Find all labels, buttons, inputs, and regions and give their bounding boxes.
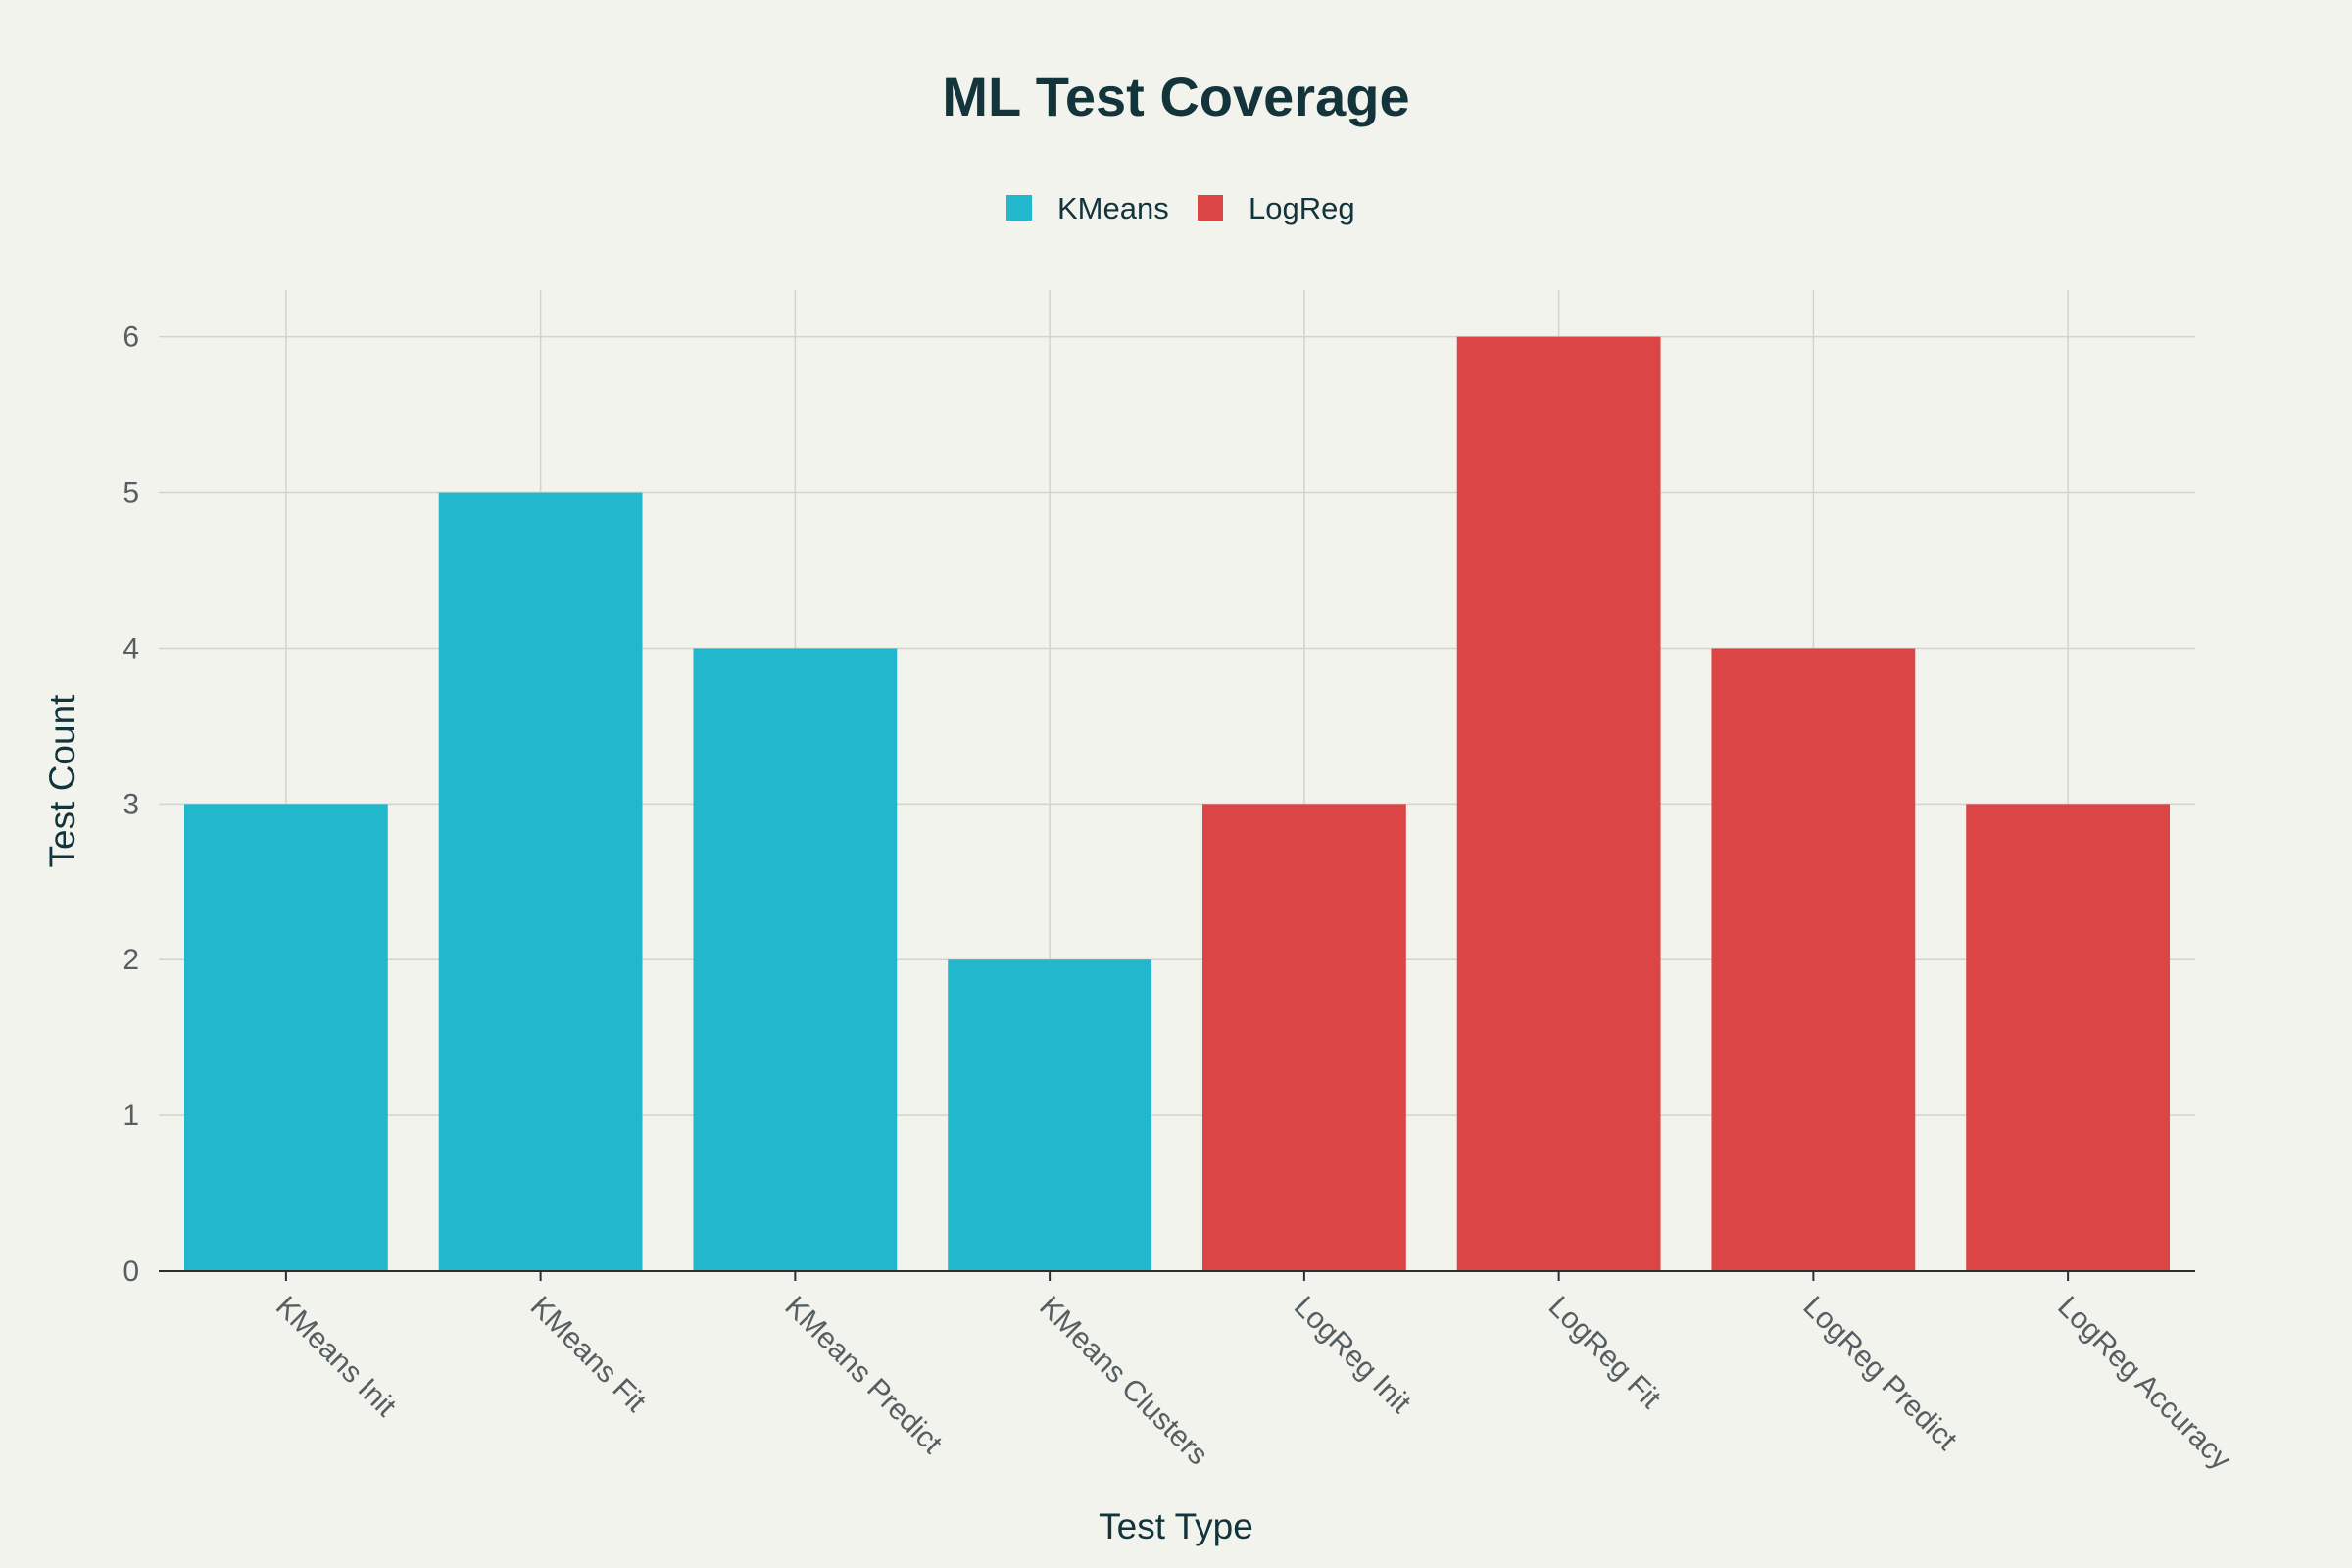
x-tick-label: LogReg Predict — [1796, 1291, 1963, 1457]
legend-swatch — [1198, 195, 1223, 220]
legend-item-logreg[interactable]: LogReg — [1198, 191, 1355, 225]
y-tick-label: 6 — [122, 321, 139, 354]
bars-layer — [183, 336, 2171, 1272]
bar-kmeans[interactable] — [948, 959, 1152, 1271]
bar-kmeans[interactable] — [693, 648, 898, 1271]
x-tick-label: LogReg Accuracy — [2051, 1291, 2237, 1477]
bar-kmeans[interactable] — [438, 492, 643, 1271]
legend-label: KMeans — [1057, 191, 1169, 225]
y-tick-label: 3 — [122, 788, 139, 820]
x-tick-label: KMeans Predict — [778, 1291, 949, 1461]
y-tick-label: 0 — [122, 1255, 139, 1288]
y-tick-label: 5 — [122, 477, 139, 510]
bar-logreg[interactable] — [1966, 804, 2171, 1271]
x-tick-label: KMeans Clusters — [1033, 1291, 1214, 1472]
legend-swatch — [1006, 195, 1032, 220]
x-tick-label: LogReg Init — [1288, 1291, 1417, 1420]
legend-label: LogReg — [1249, 191, 1355, 225]
x-axis-title: Test Type — [1099, 1506, 1253, 1546]
legend-item-kmeans[interactable]: KMeans — [1006, 191, 1169, 225]
bar-logreg[interactable] — [1456, 336, 1661, 1272]
bar-kmeans[interactable] — [183, 804, 388, 1271]
x-tick-label: KMeans Fit — [524, 1291, 653, 1419]
bar-logreg[interactable] — [1201, 804, 1406, 1271]
legend: KMeans LogReg — [1006, 191, 1355, 225]
x-tick-label: KMeans Init — [270, 1291, 403, 1424]
y-tick-label: 2 — [122, 944, 139, 976]
chart-title: ML Test Coverage — [942, 66, 1409, 127]
y-axis-title: Test Count — [42, 694, 82, 868]
y-tick-label: 4 — [122, 632, 139, 664]
y-tick-label: 1 — [122, 1100, 139, 1132]
x-tick-label: LogReg Fit — [1543, 1291, 1668, 1416]
bar-logreg[interactable] — [1711, 648, 1916, 1271]
